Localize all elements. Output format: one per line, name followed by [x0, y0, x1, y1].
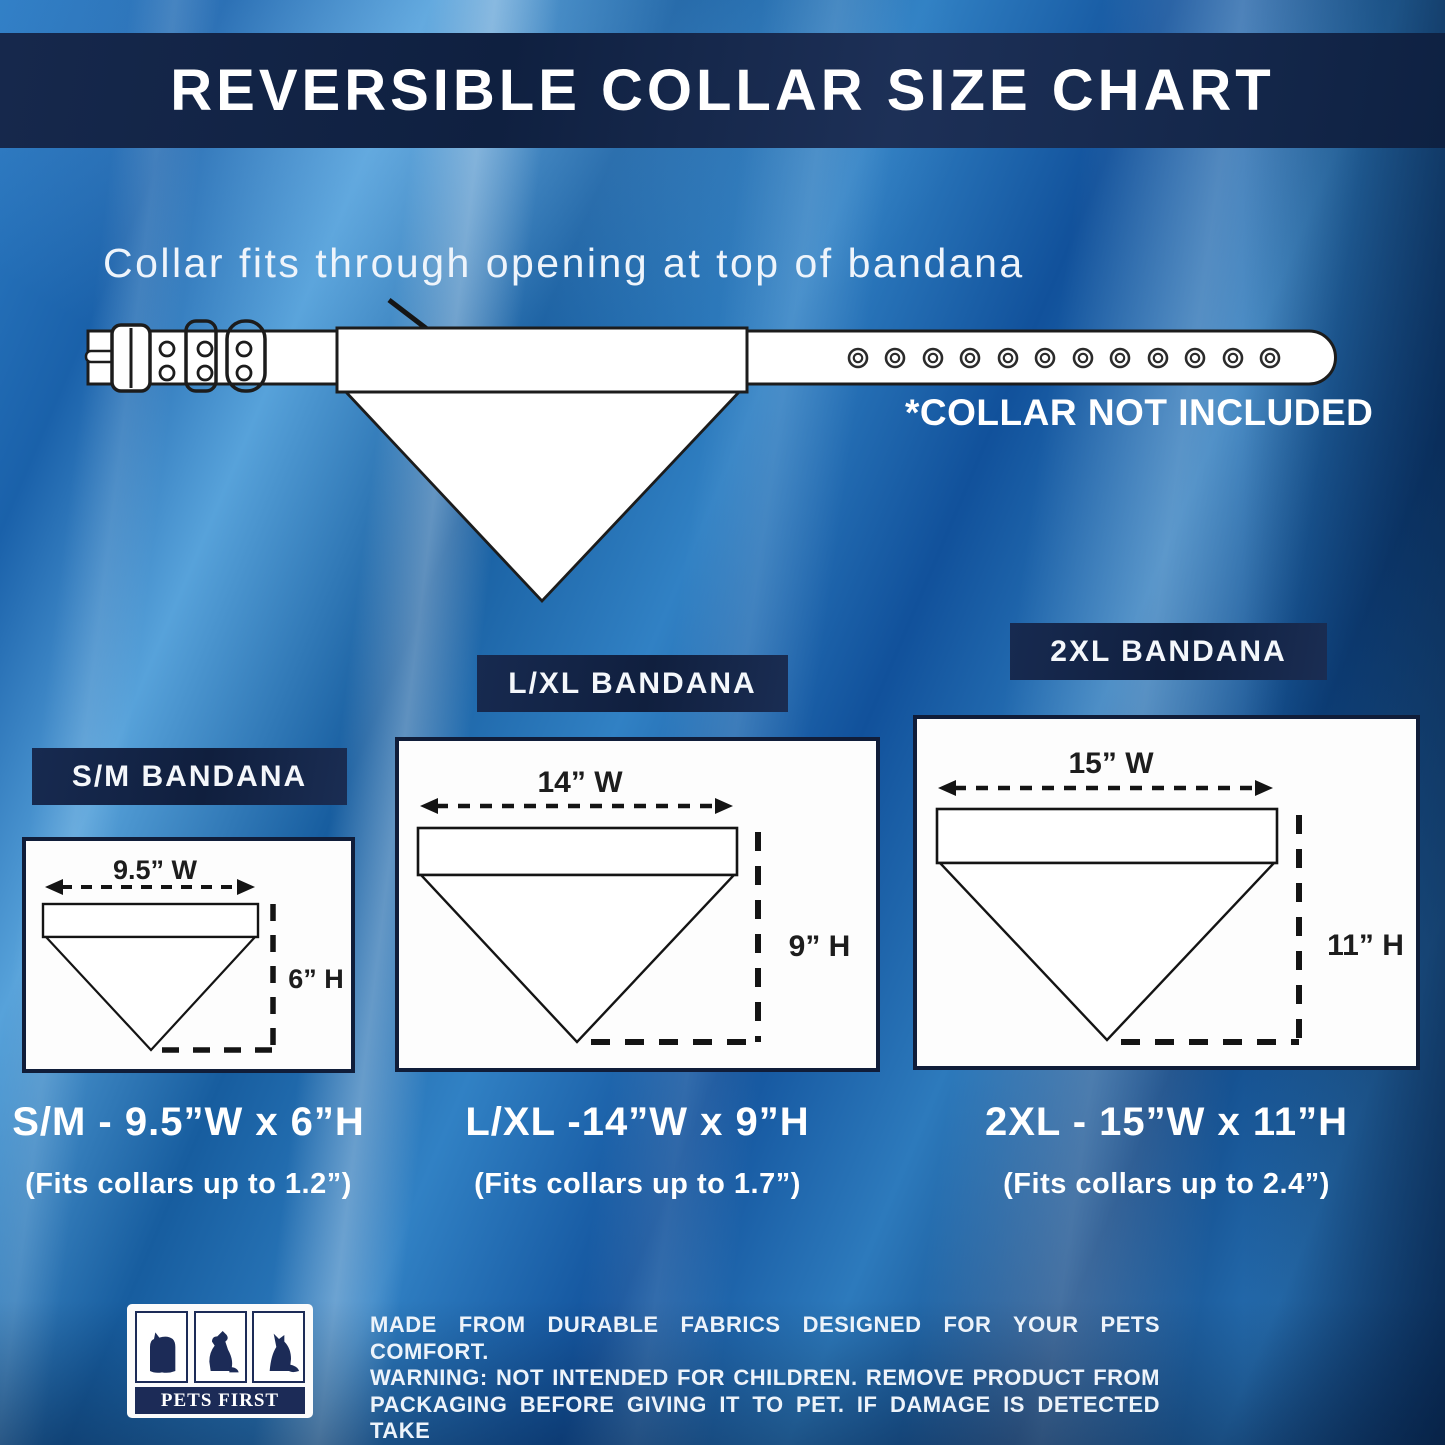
lxl-height-label: 9” H — [788, 930, 851, 963]
tag-sm-bandana: S/M BANDANA — [32, 748, 347, 805]
tag-2xl-bandana: 2XL BANDANA — [1010, 623, 1327, 680]
keeper-loop-2 — [225, 319, 267, 393]
caption-text: Collar fits through opening at top of ba… — [103, 240, 1025, 286]
dog-silhouette-icon — [252, 1311, 305, 1383]
2xl-height-label: 11” H — [1327, 929, 1404, 962]
bandana-triangle — [341, 389, 744, 604]
2xl-fits-note: (Fits collars up to 2.4”) — [1003, 1168, 1330, 1200]
strap-holes — [158, 340, 214, 382]
sm-fits-note: (Fits collars up to 1.2”) — [25, 1168, 352, 1200]
sm-width-label: 9.5” W — [112, 855, 198, 885]
panel-lxl: 14” W 9” H — [395, 737, 880, 1072]
sm-height-label: 6” H — [288, 964, 344, 994]
disclaimer-line: PACKAGING BEFORE GIVING IT TO PET. IF DA… — [370, 1391, 1160, 1444]
dog-silhouette-icon — [135, 1311, 188, 1383]
logo-wordmark-bar: PETS FIRST — [135, 1387, 305, 1414]
page-title: REVERSIBLE COLLAR SIZE CHART — [170, 58, 1275, 123]
pets-first-logo: PETS FIRST — [127, 1304, 313, 1418]
disclaimer-line: MADE FROM DURABLE FABRICS DESIGNED FOR Y… — [370, 1312, 1160, 1364]
collar-eyelets — [847, 347, 1281, 369]
lxl-width-label: 14” W — [537, 766, 623, 799]
header-band: REVERSIBLE COLLAR SIZE CHART — [0, 33, 1445, 148]
sm-size-heading: S/M - 9.5”W x 6”H — [12, 1100, 365, 1144]
lxl-size-heading: L/XL -14”W x 9”H — [465, 1100, 810, 1144]
2xl-width-label: 15” W — [1068, 747, 1154, 780]
2xl-size-heading: 2XL - 15”W x 11”H — [984, 1100, 1349, 1144]
logo-wordmark: PETS FIRST — [160, 1389, 280, 1411]
collar-note: *COLLAR NOT INCLUDED — [905, 392, 1374, 433]
bandana-band — [335, 326, 749, 394]
panel-2xl-diagram — [935, 780, 1302, 1045]
keeper-loop — [184, 319, 218, 393]
lxl-fits-note: (Fits collars up to 1.7”) — [474, 1168, 801, 1200]
strap-holes-2 — [235, 340, 253, 382]
logo-pet-cells — [135, 1311, 305, 1383]
panel-2xl: 15” W 11” H — [913, 715, 1420, 1070]
panel-lxl-diagram — [416, 798, 761, 1045]
tag-lxl-bandana: L/XL BANDANA — [477, 655, 788, 712]
disclaimer-line: WARNING: NOT INTENDED FOR CHILDREN. REMO… — [370, 1365, 1160, 1390]
disclaimer-text: MADE FROM DURABLE FABRICS DESIGNED FOR Y… — [370, 1312, 1160, 1445]
panel-sm-diagram — [41, 879, 276, 1053]
collar-illustration — [84, 298, 1337, 604]
dog-silhouette-icon — [193, 1311, 247, 1383]
panel-sm: 9.5” W 6” H — [22, 837, 355, 1073]
